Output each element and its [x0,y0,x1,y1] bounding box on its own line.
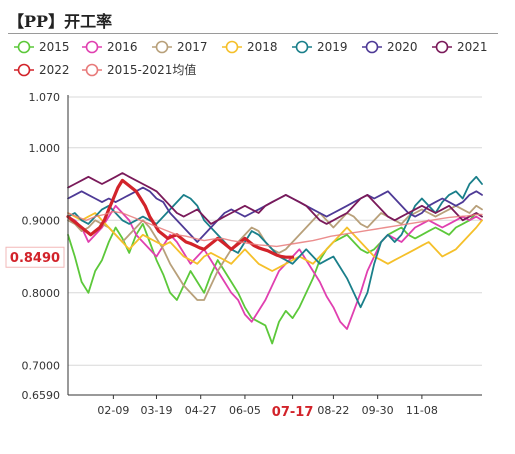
x-tick-label: 09-30 [362,404,394,417]
legend-label-2018: 2018 [247,40,278,54]
y-tick-label: 0.7000 [22,359,61,372]
legend-marker-2022 [17,63,31,77]
legend-label-2017: 2017 [177,40,208,54]
legend-marker-2015-2021均值 [85,63,99,77]
highlight-y-label: 0.8490 [10,251,60,266]
x-tick-label: 04-27 [185,404,217,417]
y-tick-label: 1.000 [29,142,61,155]
legend-label-2022: 2022 [39,63,70,77]
legend-marker-2020 [365,40,379,54]
x-tick-label: 11-08 [406,404,438,417]
chart-title: 【PP】开工率 [8,12,113,31]
legend-label-2019: 2019 [317,40,348,54]
legend-label-2015-2021均值: 2015-2021均值 [107,62,196,77]
series-line-2015-2021均值 [67,210,483,248]
title-divider [8,33,498,34]
y-tick-label: 0.9000 [22,214,61,227]
x-tick-label: 02-09 [97,404,129,417]
chart-axes: 1.070 1.000 0.9000 0.8000 0.7000 0.6590 02-09 0… [5,91,482,420]
legend-label-2020: 2020 [387,40,418,54]
legend: 2015 2016 2017 2018 2019 2020 2021 2022 2015-202… [14,40,488,77]
series-line-2017 [67,204,483,301]
y-tick-label: 0.6590 [22,389,61,402]
legend-marker-2021 [435,40,449,54]
legend-marker-2016 [85,40,99,54]
legend-label-2015: 2015 [39,40,70,54]
highlight-y-box [5,246,65,268]
x-tick-label: 03-19 [140,404,172,417]
legend-label-2016: 2016 [107,40,138,54]
legend-marker-2018 [225,40,239,54]
series-line-2015 [67,212,483,345]
x-tick-label: 06-05 [229,404,261,417]
series-line-2022 [66,178,295,259]
x-tick-label: 08-22 [317,404,349,417]
y-tick-label: 0.8000 [22,287,61,300]
chart-series [66,172,483,345]
series-line-2019 [67,175,483,309]
legend-marker-2015 [17,40,31,54]
highlight-x-label: 07-17 [272,405,314,420]
series-line-2021 [67,172,483,225]
y-tick-label: 1.070 [29,91,61,104]
legend-marker-2017 [155,40,169,54]
series-line-2016 [67,204,483,330]
legend-marker-2019 [295,40,309,54]
legend-label-2021: 2021 [457,40,488,54]
series-line-2018 [67,212,483,272]
